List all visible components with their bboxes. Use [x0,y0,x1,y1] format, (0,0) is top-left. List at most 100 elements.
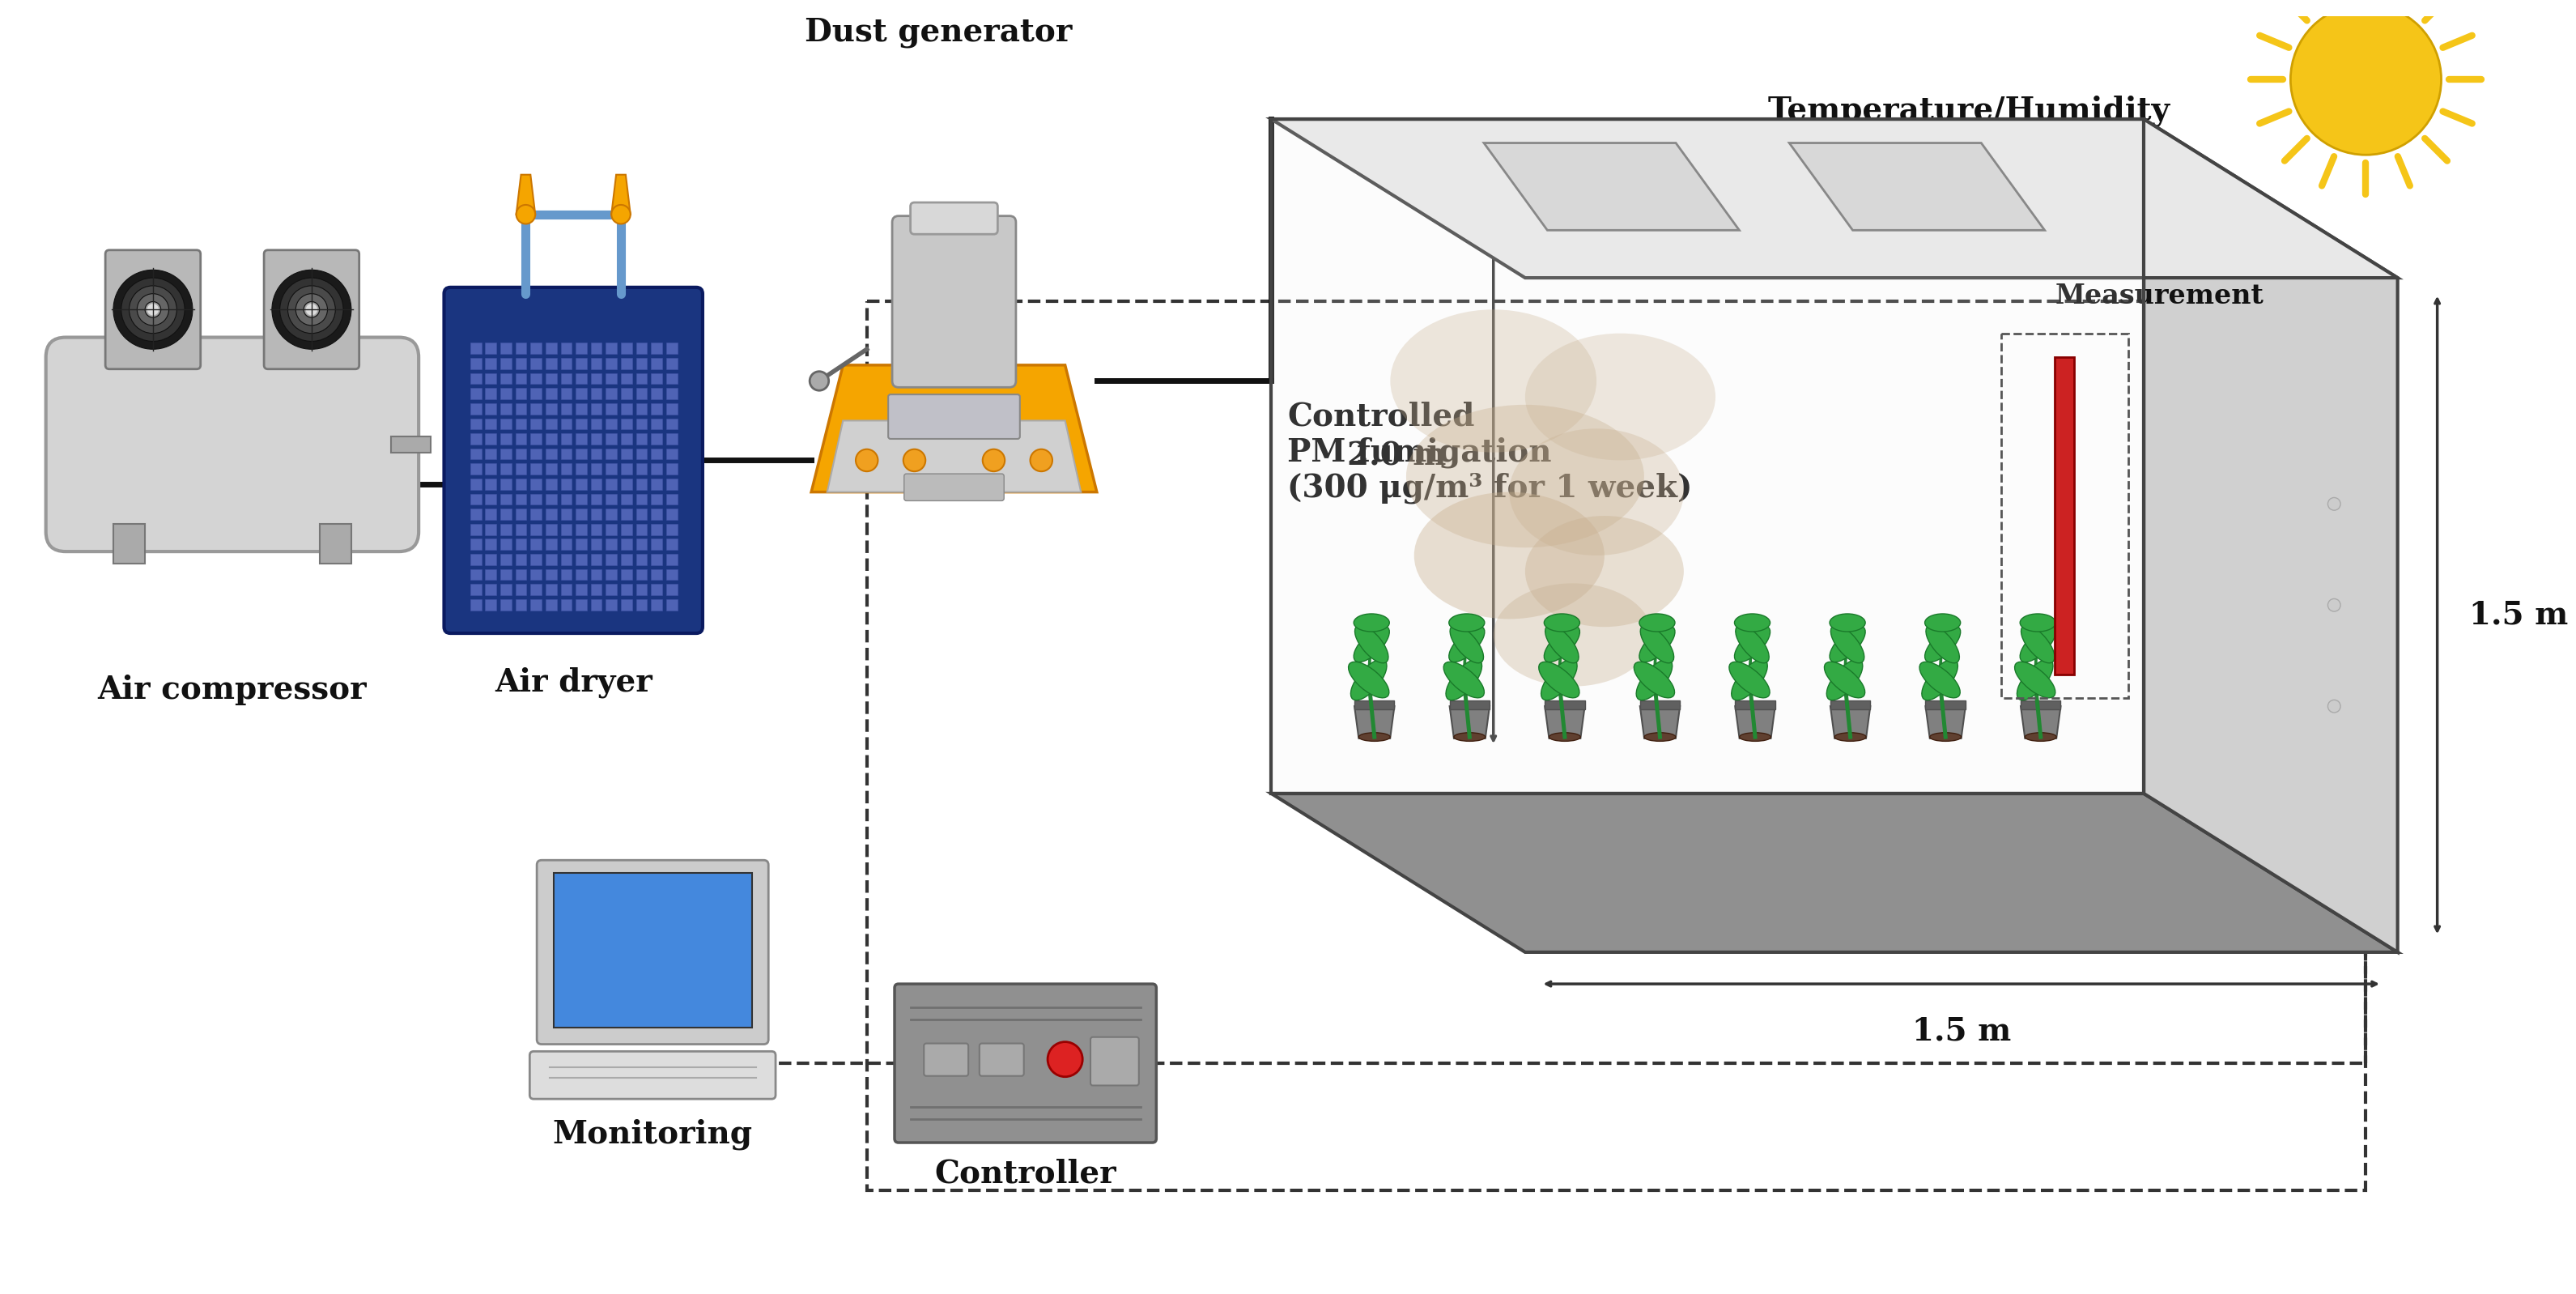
Ellipse shape [1414,492,1605,619]
Bar [500,358,513,369]
Circle shape [121,278,185,342]
FancyBboxPatch shape [263,250,358,369]
Ellipse shape [2017,660,2053,700]
Bar [1355,700,1394,709]
Bar [392,436,430,453]
Circle shape [281,278,343,342]
Polygon shape [1484,142,1739,230]
Bar [636,388,647,400]
Polygon shape [1450,707,1489,739]
Ellipse shape [1922,660,1958,700]
Bar [500,449,513,459]
Bar [500,538,513,550]
Bar [500,433,513,444]
Bar [484,388,497,400]
Bar [484,449,497,459]
Bar [605,599,618,611]
Bar [515,463,526,475]
Ellipse shape [1728,661,1770,697]
Bar [1273,119,2143,793]
Bar [605,538,618,550]
Circle shape [809,371,829,391]
Bar [667,463,677,475]
Bar [590,404,603,414]
Bar [562,433,572,444]
Bar [471,388,482,400]
Bar [515,433,526,444]
Bar [515,404,526,414]
Bar [484,569,497,580]
Bar [590,463,603,475]
Bar [1546,700,1584,709]
Bar [590,524,603,534]
FancyBboxPatch shape [904,474,1005,501]
Bar [667,433,677,444]
Ellipse shape [2014,661,2056,697]
Bar [500,404,513,414]
Bar [562,479,572,489]
Ellipse shape [1633,661,1674,697]
Bar [652,554,662,565]
Bar [484,373,497,384]
Polygon shape [1273,793,2398,952]
Bar [621,418,631,430]
Ellipse shape [1734,613,1770,631]
FancyBboxPatch shape [891,216,1015,387]
Bar [652,584,662,595]
Bar [500,599,513,611]
Bar [866,302,2365,1190]
Text: 1.5 m: 1.5 m [1911,1016,2012,1047]
Bar [319,524,350,563]
Ellipse shape [1443,661,1484,697]
Bar [605,343,618,355]
Bar [636,524,647,534]
Bar [562,584,572,595]
Bar [667,538,677,550]
Polygon shape [1641,707,1680,739]
Bar [574,538,587,550]
Bar [531,509,541,520]
Bar [574,358,587,369]
Bar [636,599,647,611]
Bar [500,554,513,565]
Bar [652,418,662,430]
Bar [652,493,662,505]
Bar [667,479,677,489]
Bar [2002,334,2128,699]
Bar [515,524,526,534]
Bar [546,343,556,355]
Bar [562,404,572,414]
Bar [546,569,556,580]
Ellipse shape [1538,661,1579,697]
Bar [636,449,647,459]
Bar [515,599,526,611]
Bar [484,343,497,355]
Ellipse shape [1355,626,1388,663]
Polygon shape [827,421,1082,492]
FancyBboxPatch shape [925,1043,969,1075]
Bar [562,599,572,611]
Bar [667,343,677,355]
Bar [531,554,541,565]
Bar [546,433,556,444]
Bar [531,343,541,355]
Bar [621,358,631,369]
Bar [652,569,662,580]
FancyBboxPatch shape [536,861,768,1044]
Bar [1736,700,1775,709]
Bar [546,599,556,611]
Bar [546,373,556,384]
Bar [471,493,482,505]
Ellipse shape [1736,625,1770,663]
Bar [605,584,618,595]
Bar [515,509,526,520]
Bar [605,509,618,520]
Bar [531,404,541,414]
Bar [471,554,482,565]
Bar [546,554,556,565]
Bar [574,388,587,400]
Ellipse shape [1355,625,1388,663]
Bar [621,554,631,565]
Bar [562,388,572,400]
Ellipse shape [1826,660,1862,700]
